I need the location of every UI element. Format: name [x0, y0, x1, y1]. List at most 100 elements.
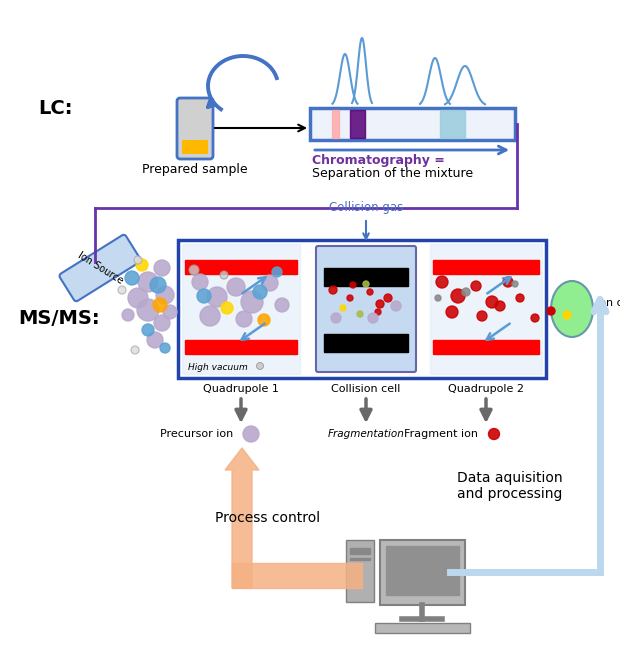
Circle shape	[446, 306, 458, 318]
Circle shape	[163, 305, 177, 319]
Circle shape	[547, 307, 555, 315]
Circle shape	[137, 299, 159, 321]
Circle shape	[197, 289, 211, 303]
Circle shape	[563, 311, 571, 319]
Bar	[350, 558, 370, 560]
Text: Ion Source: Ion Source	[76, 250, 125, 286]
Circle shape	[376, 300, 384, 308]
Circle shape	[272, 267, 282, 277]
Circle shape	[207, 287, 227, 307]
Circle shape	[435, 295, 441, 301]
Circle shape	[516, 294, 524, 302]
Text: Quadrupole 1: Quadrupole 1	[203, 384, 279, 394]
Circle shape	[147, 332, 163, 348]
FancyBboxPatch shape	[316, 246, 416, 372]
Circle shape	[125, 271, 139, 285]
Bar	[350, 548, 370, 554]
Text: Precursor ion: Precursor ion	[160, 429, 233, 439]
Circle shape	[375, 309, 381, 315]
Circle shape	[220, 271, 228, 279]
Text: Ion detector: Ion detector	[596, 298, 620, 308]
Circle shape	[150, 277, 166, 293]
Circle shape	[503, 277, 513, 287]
Circle shape	[495, 301, 505, 311]
Circle shape	[153, 298, 167, 312]
Circle shape	[391, 301, 401, 311]
Circle shape	[243, 426, 259, 442]
Text: Fragmentation: Fragmentation	[327, 429, 404, 439]
Circle shape	[128, 288, 148, 308]
Text: Chromatography =: Chromatography =	[312, 154, 445, 167]
Circle shape	[122, 309, 134, 321]
Circle shape	[512, 281, 518, 287]
Circle shape	[131, 346, 139, 354]
Circle shape	[192, 274, 208, 290]
Circle shape	[262, 275, 278, 291]
Circle shape	[357, 311, 363, 317]
Circle shape	[118, 286, 126, 294]
Circle shape	[331, 313, 341, 323]
Text: Fragment ion: Fragment ion	[404, 429, 478, 439]
Bar	[433, 260, 539, 274]
Text: MS/MS:: MS/MS:	[18, 308, 100, 328]
Circle shape	[486, 296, 498, 308]
Text: Process control: Process control	[215, 511, 321, 525]
Circle shape	[275, 298, 289, 312]
Bar	[310, 108, 515, 140]
Circle shape	[350, 282, 356, 288]
Circle shape	[471, 281, 481, 291]
FancyBboxPatch shape	[177, 98, 213, 159]
Text: High vacuum: High vacuum	[188, 363, 248, 372]
Bar	[324, 268, 408, 286]
Text: Collision cell: Collision cell	[331, 384, 401, 394]
Circle shape	[340, 305, 346, 311]
Circle shape	[138, 272, 158, 292]
Bar	[232, 563, 362, 588]
Circle shape	[477, 311, 487, 321]
Circle shape	[142, 324, 154, 336]
Circle shape	[200, 306, 220, 326]
Bar	[178, 240, 546, 378]
Bar	[332, 110, 339, 138]
Bar	[182, 244, 300, 374]
Circle shape	[160, 343, 170, 353]
Circle shape	[241, 291, 263, 313]
Bar	[430, 244, 542, 374]
Circle shape	[367, 289, 373, 295]
Ellipse shape	[551, 281, 593, 337]
Circle shape	[189, 265, 199, 275]
FancyBboxPatch shape	[60, 235, 141, 301]
Circle shape	[329, 286, 337, 294]
Circle shape	[489, 428, 500, 439]
Circle shape	[156, 286, 174, 304]
Bar	[386, 546, 459, 595]
Circle shape	[368, 313, 378, 323]
Bar	[433, 340, 539, 354]
Circle shape	[154, 315, 170, 331]
Circle shape	[253, 285, 267, 299]
FancyArrow shape	[225, 448, 259, 588]
Bar	[185, 260, 297, 274]
Circle shape	[462, 288, 470, 296]
Circle shape	[154, 260, 170, 276]
Circle shape	[531, 314, 539, 322]
Bar	[440, 110, 465, 138]
Circle shape	[436, 276, 448, 288]
Circle shape	[451, 289, 465, 303]
Text: Collision gas: Collision gas	[329, 201, 403, 214]
FancyBboxPatch shape	[182, 140, 208, 154]
Circle shape	[347, 295, 353, 301]
Bar	[346, 540, 374, 602]
Text: Data aquisition
and processing: Data aquisition and processing	[457, 471, 563, 501]
Text: Prepared sample: Prepared sample	[142, 163, 248, 176]
Circle shape	[363, 281, 369, 287]
Text: LC:: LC:	[38, 99, 73, 117]
Bar	[380, 540, 465, 605]
Circle shape	[258, 314, 270, 326]
Circle shape	[221, 302, 233, 314]
Text: Separation of the mixture: Separation of the mixture	[312, 167, 473, 180]
Text: Quadrupole 2: Quadrupole 2	[448, 384, 524, 394]
Bar	[324, 334, 408, 352]
Bar	[350, 110, 365, 138]
Circle shape	[236, 311, 252, 327]
